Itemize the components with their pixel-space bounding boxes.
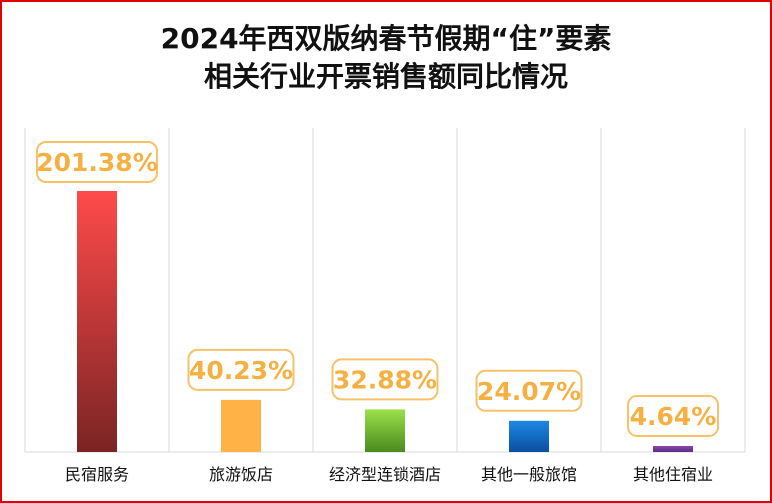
chart-title-line-2: 相关行业开票销售额同比情况 — [203, 60, 568, 93]
data-label-5: 4.64% — [630, 402, 717, 431]
bar-1 — [77, 191, 117, 452]
data-label-1: 201.38% — [36, 148, 158, 177]
data-label-3: 32.88% — [333, 365, 437, 394]
data-label-box-3 — [331, 358, 439, 401]
bar-3 — [365, 409, 405, 452]
bars — [77, 191, 693, 452]
category-label-3: 经济型连锁酒店 — [329, 465, 441, 484]
bar-5 — [653, 445, 693, 452]
bar-4 — [509, 420, 549, 452]
data-label-2: 40.23% — [189, 356, 293, 385]
category-label-4: 其他一般旅馆 — [481, 465, 577, 484]
data-label-4: 24.07% — [477, 377, 581, 406]
data-label-box-5 — [627, 394, 719, 437]
data-label-box-4 — [475, 369, 583, 412]
category-ticks: 民宿服务 旅游饭店 经济型连锁酒店 其他一般旅馆 其他住宿业 — [65, 465, 713, 484]
category-label-2: 旅游饭店 — [209, 465, 273, 484]
chart-title-line-1: 2024年西双版纳春节假期“住”要素 — [160, 22, 612, 55]
category-label-5: 其他住宿业 — [633, 465, 713, 484]
data-label-box-1 — [36, 141, 158, 183]
chart-title: 2024年西双版纳春节假期“住”要素 相关行业开票销售额同比情况 — [2, 20, 770, 96]
category-label-1: 民宿服务 — [65, 465, 129, 484]
data-labels: 201.38% 40.23% 32.88% 24.07% 4.64% — [36, 141, 719, 437]
bar-2 — [221, 399, 261, 452]
data-label-box-2 — [187, 348, 295, 391]
